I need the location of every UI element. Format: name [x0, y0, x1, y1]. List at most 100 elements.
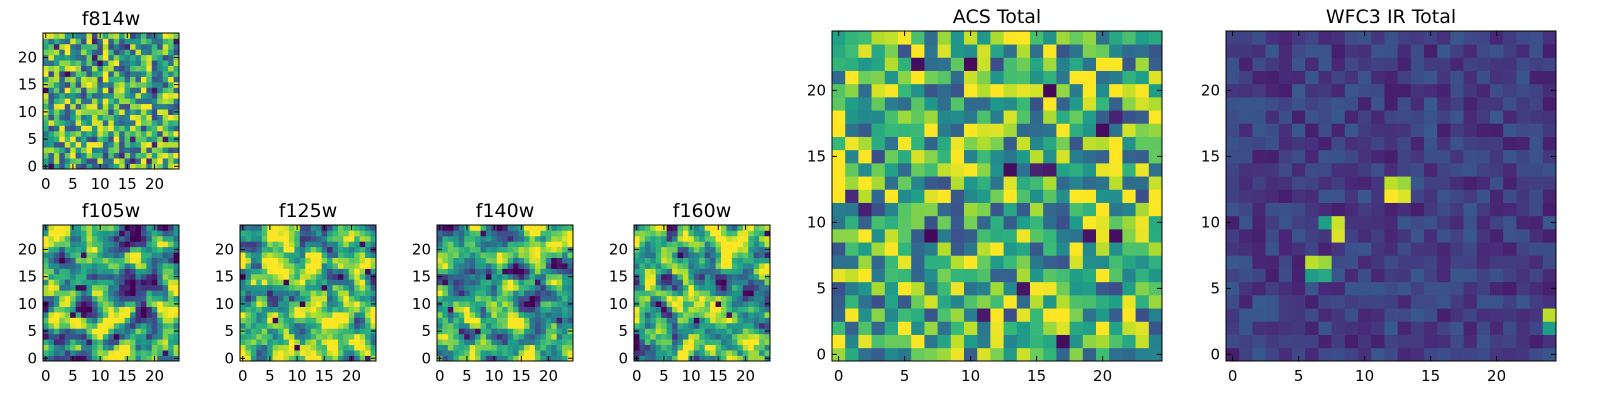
heatmap-cell — [644, 290, 651, 297]
heatmap-cell — [146, 152, 153, 159]
heatmap-cell — [453, 252, 460, 258]
heatmap-cell — [173, 284, 180, 291]
heatmap-cell — [59, 333, 66, 340]
heatmap-cell — [1148, 176, 1163, 190]
heatmap-cell — [102, 246, 109, 253]
heatmap-cell — [86, 241, 93, 248]
heatmap-cell — [639, 263, 646, 269]
heatmap-cell — [250, 290, 257, 297]
heatmap-cell — [753, 333, 760, 340]
heatmap-cell — [162, 81, 169, 88]
heatmap-cell — [513, 235, 519, 242]
heatmap-cell — [1109, 255, 1123, 269]
heatmap-cell — [1463, 242, 1478, 256]
heatmap-cell — [1030, 97, 1044, 111]
heatmap-cell — [321, 350, 328, 356]
heatmap-cell — [556, 290, 563, 297]
heatmap-cell — [1292, 229, 1306, 243]
heatmap-cell — [540, 235, 547, 242]
x-tick-label: 10 — [1355, 367, 1374, 385]
heatmap-cell — [97, 306, 104, 313]
heatmap-cell — [70, 290, 76, 297]
axes-frame — [42, 32, 180, 170]
heatmap-cell — [464, 246, 470, 253]
heatmap-cell — [731, 252, 738, 258]
heatmap-cell — [1292, 83, 1306, 98]
heatmap-cell — [704, 306, 711, 313]
heatmap-cell — [124, 43, 131, 50]
heatmap-cell — [1278, 70, 1293, 85]
heatmap-cell — [513, 301, 519, 307]
heatmap-cell — [742, 328, 749, 335]
heatmap-cell — [146, 328, 153, 335]
heatmap-cell — [884, 70, 899, 85]
heatmap-cell — [162, 92, 169, 99]
heatmap-cell — [310, 317, 317, 324]
heatmap-cell — [748, 252, 755, 258]
heatmap-cell — [240, 284, 246, 291]
heatmap-cell — [97, 284, 104, 291]
heatmap-cell — [365, 333, 371, 340]
heatmap-cell — [437, 333, 443, 340]
heatmap-cell — [337, 257, 344, 264]
heatmap-cell — [250, 322, 257, 329]
heatmap-cell — [140, 109, 147, 115]
heatmap-cell — [693, 290, 700, 297]
heatmap-cell — [453, 268, 460, 275]
heatmap-cell — [283, 230, 290, 237]
heatmap-cell — [655, 268, 662, 275]
heatmap-cell — [81, 109, 87, 115]
heatmap-cell — [43, 71, 49, 77]
heatmap-cell — [113, 290, 120, 297]
heatmap-cell — [288, 225, 295, 231]
heatmap-cell — [1265, 176, 1280, 190]
heatmap-cell — [327, 284, 333, 291]
y-tick-label: 5 — [1210, 279, 1220, 297]
heatmap-cell — [135, 60, 142, 66]
heatmap-cell — [1384, 149, 1398, 164]
heatmap-cell — [359, 225, 366, 231]
heatmap-cell — [507, 225, 514, 231]
heatmap-cell — [1135, 347, 1150, 362]
heatmap-cell — [321, 328, 328, 335]
heatmap-cell — [64, 38, 71, 45]
heatmap-cell — [162, 98, 169, 105]
heatmap-cell — [1056, 295, 1070, 309]
heatmap-cell — [1437, 268, 1451, 283]
heatmap-cell — [283, 263, 290, 269]
heatmap-cell — [97, 230, 104, 237]
heatmap-cell — [513, 279, 519, 286]
heatmap-cell — [644, 350, 651, 356]
heatmap-cell — [64, 328, 71, 335]
heatmap-cell — [1424, 123, 1438, 137]
heatmap-cell — [162, 125, 169, 132]
heatmap-cell — [507, 355, 514, 362]
heatmap-cell — [140, 71, 147, 77]
heatmap-cell — [81, 328, 87, 335]
heatmap-cell — [305, 279, 312, 286]
heatmap-cell — [48, 317, 55, 324]
heatmap-cell — [348, 344, 355, 351]
heatmap-cell — [672, 225, 678, 231]
heatmap-cell — [59, 81, 66, 88]
heatmap-cell — [1082, 229, 1097, 243]
heatmap-cell — [316, 263, 322, 269]
heatmap-cell — [59, 152, 66, 159]
heatmap-cell — [650, 263, 657, 269]
heatmap-cell — [1371, 70, 1385, 85]
heatmap-cell — [524, 350, 530, 356]
heatmap-cell — [43, 38, 49, 45]
heatmap-cell — [348, 284, 355, 291]
heatmap-cell — [871, 44, 886, 58]
heatmap-cell — [556, 246, 563, 253]
heatmap-cell — [699, 355, 706, 362]
heatmap-cell — [464, 312, 470, 318]
heatmap-cell — [140, 312, 147, 318]
heatmap-cell — [310, 344, 317, 351]
heatmap-cell — [545, 246, 552, 253]
heatmap-cell — [294, 241, 301, 248]
heatmap-cell — [81, 54, 87, 61]
heatmap-cell — [1226, 347, 1240, 362]
heatmap-cell — [1424, 163, 1438, 177]
heatmap-cell — [151, 60, 158, 66]
